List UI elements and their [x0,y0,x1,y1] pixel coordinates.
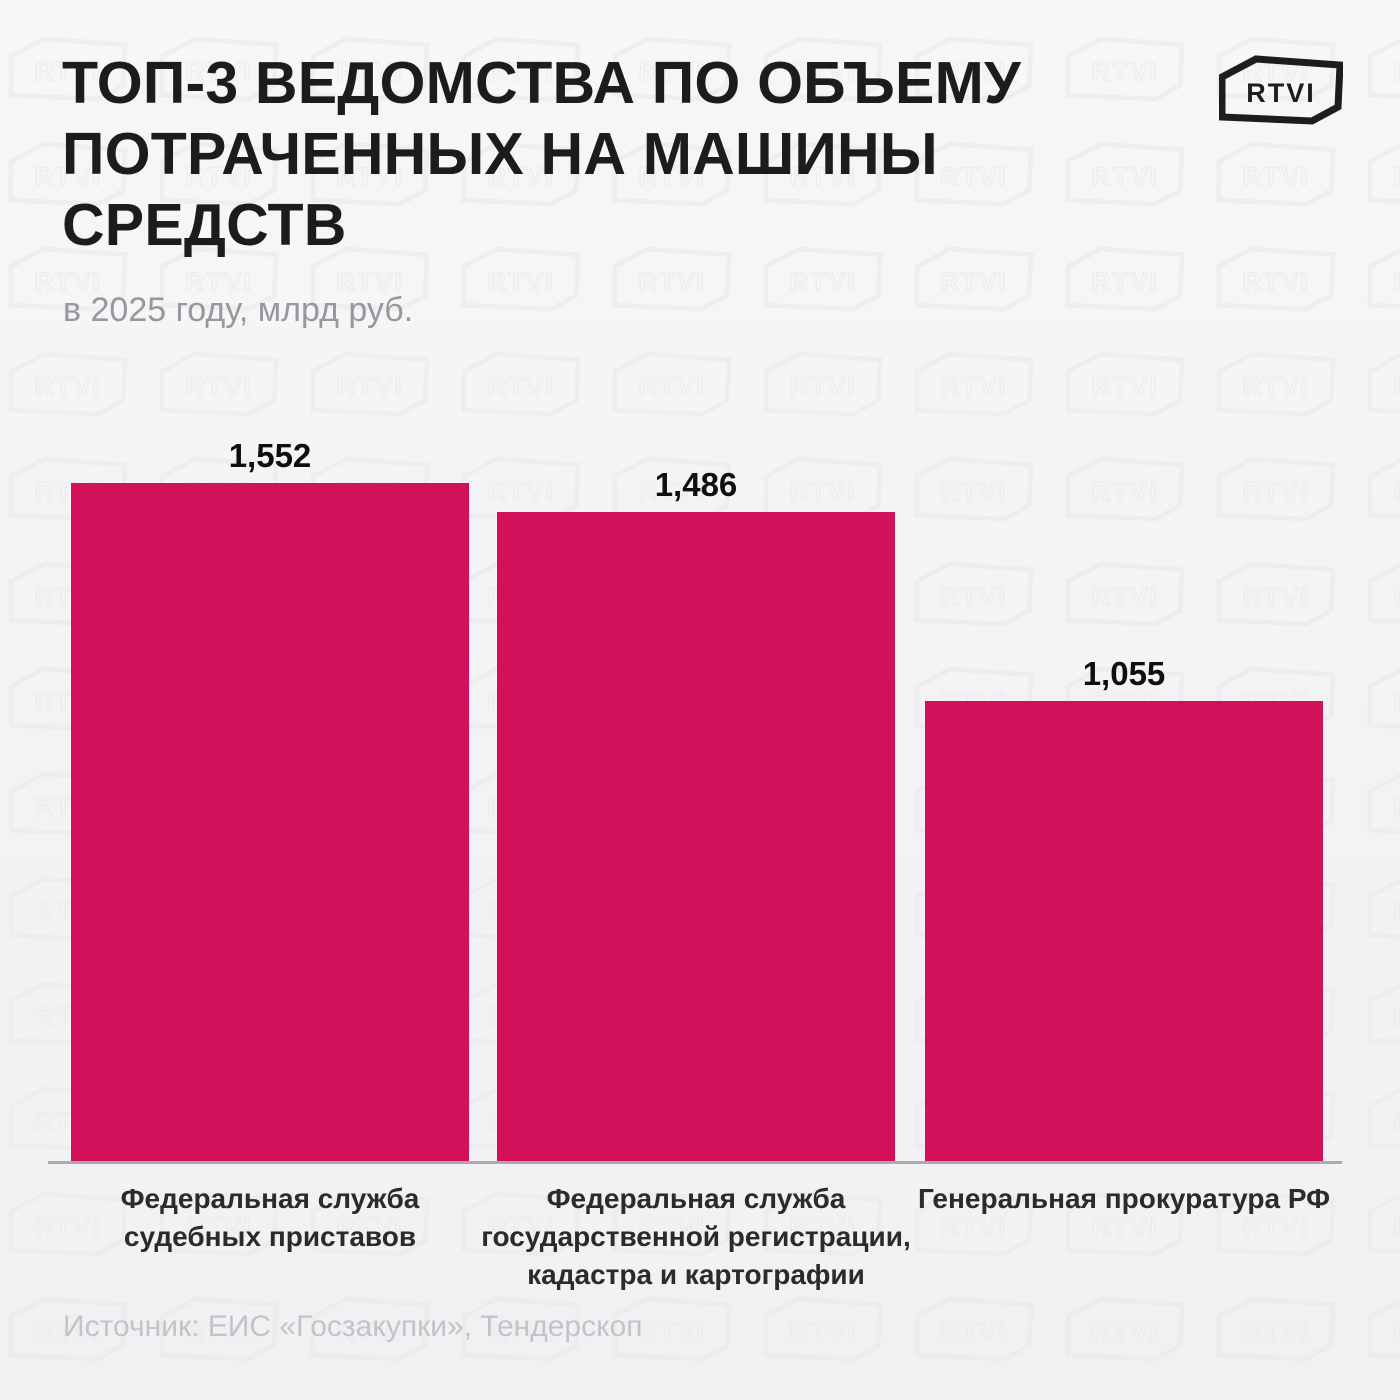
page-title-line-2: ПОТРАЧЕННЫХ НА МАШИНЫ [62,121,938,187]
bar-value-label-1: 1,552 [228,437,312,474]
bar-value-label-3: 1,055 [1082,655,1166,692]
bar-3 [925,701,1323,1163]
chart-subtitle: в 2025 году, млрд руб. [63,291,414,329]
rtvi-logo-text: RTVI [1246,78,1316,108]
bar-1 [71,483,469,1163]
page-title: ТОП-3 ВЕДОМСТВА ПО ОБЪЕМУ ПОТРАЧЕННЫХ НА… [62,48,1021,261]
x-axis-line [48,1161,1342,1164]
bar-2 [497,512,895,1163]
bar-category-label-2: Федеральная служба государственной регис… [481,1183,911,1290]
bar-category-label-1: Федеральная служба судебных приставов [120,1183,420,1252]
bar-category-label-3: Генеральная прокуратура РФ [917,1183,1331,1214]
bar-value-label-2: 1,486 [654,466,738,503]
page-title-line-3: СРЕДСТВ [62,192,347,258]
page-title-line-1: ТОП-3 ВЕДОМСТВА ПО ОБЪЕМУ [62,50,1021,116]
source-note: Источник: ЕИС «Госзакупки», Тендерскоп [63,1310,643,1343]
rtvi-logo-icon: RTVI [1219,55,1343,125]
